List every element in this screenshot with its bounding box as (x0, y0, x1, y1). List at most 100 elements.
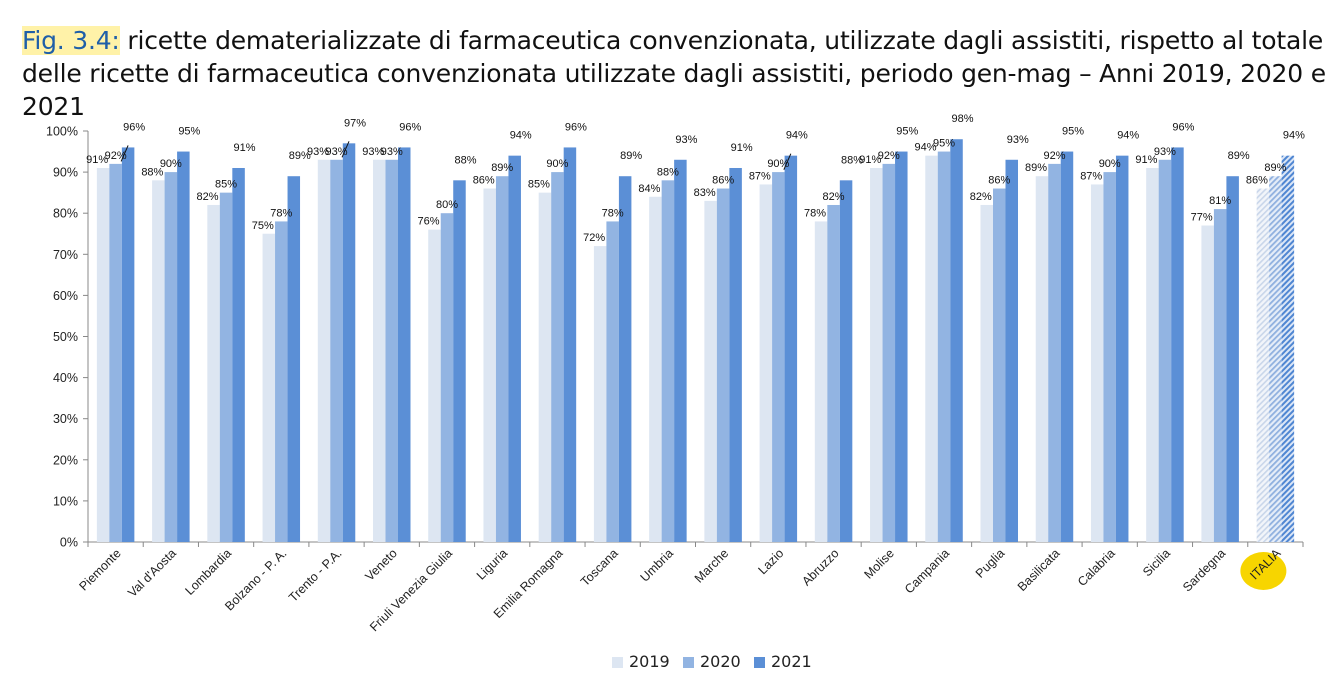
data-label-2020: 82% (823, 191, 845, 203)
data-label-2021: 91% (234, 142, 256, 154)
bar-2021 (1171, 147, 1184, 542)
data-label-2021: 96% (399, 121, 421, 133)
category-label: Sicilia (1140, 546, 1173, 579)
category-label: Umbria (638, 546, 676, 584)
bar-2021 (508, 155, 521, 542)
data-label-2019: 91% (86, 154, 108, 166)
bar-2021 (895, 151, 908, 543)
title-text: ricette dematerializzate di farmaceutica… (22, 26, 1326, 121)
bar-2020 (109, 163, 122, 542)
data-label-2021: 96% (123, 121, 145, 133)
bar-2020 (219, 192, 233, 542)
category-label: Abruzzo (799, 546, 841, 588)
bar-2020 (772, 172, 785, 542)
data-label-2021: 94% (1117, 130, 1139, 142)
data-label-2019: 84% (638, 183, 660, 195)
legend-label-2021: 2021 (771, 652, 812, 671)
data-label-2020: 90% (767, 158, 789, 170)
bar-2021 (177, 151, 190, 543)
bar-2021 (342, 143, 356, 542)
bar-2019 (96, 167, 110, 543)
bar-2020 (1213, 209, 1227, 542)
data-label-2021: 89% (620, 150, 642, 162)
chart-title: Fig. 3.4: ricette dematerializzate di fa… (22, 24, 1332, 123)
leader-line (783, 153, 792, 170)
bar-2021 (784, 155, 798, 542)
data-label-2019: 85% (528, 179, 550, 191)
bar-2021 (950, 139, 963, 542)
data-label-2021: 93% (675, 134, 697, 146)
data-label-2021: 96% (565, 121, 587, 133)
category-label: Toscana (578, 546, 621, 589)
bar-2020 (164, 172, 178, 542)
bar-2019 (317, 159, 331, 542)
y-tick-label: 100% (46, 125, 78, 139)
category-label: Calabria (1075, 546, 1118, 589)
category-label: Veneto (362, 546, 399, 583)
data-label-2020: 92% (1043, 150, 1065, 162)
data-label-2021: 91% (731, 142, 753, 154)
bar-2020 (661, 180, 675, 542)
data-label-2019: 88% (141, 166, 163, 178)
y-tick-label: 80% (53, 207, 78, 221)
legend-swatch-2019 (612, 657, 623, 668)
bar-2019 (980, 204, 993, 543)
legend-swatch-2020 (683, 657, 694, 668)
data-label-2020: 88% (657, 166, 679, 178)
data-label-2021: 89% (289, 150, 311, 162)
data-label-2019: 89% (1025, 162, 1047, 174)
data-label-2021: 94% (786, 130, 808, 142)
category-label: Molise (861, 546, 896, 581)
category-label: Sardegna (1180, 546, 1228, 594)
data-label-2019: 87% (1080, 170, 1102, 182)
bar-2021 (398, 147, 411, 542)
data-label-2020: 95% (933, 138, 955, 150)
bar-2019 (483, 188, 496, 543)
bar-2020 (993, 188, 1006, 543)
bar-2019 (814, 221, 828, 543)
bar-2020 (330, 159, 343, 542)
data-label-2021: 96% (1172, 121, 1194, 133)
data-label-2021: 88% (841, 154, 863, 166)
data-label-2019: 78% (804, 207, 826, 219)
y-tick-label: 60% (53, 289, 78, 303)
category-label: Val d'Aosta (125, 546, 179, 600)
bar-2021 (674, 159, 687, 542)
bar-2019 (1035, 176, 1049, 542)
data-label-2019: 82% (197, 191, 219, 203)
bar-2021 (1060, 151, 1074, 543)
data-label-2021: 94% (510, 130, 532, 142)
data-label-2020: 86% (712, 175, 734, 187)
bar-2019 (704, 200, 717, 542)
data-label-2020: 90% (1099, 158, 1121, 170)
legend-swatch-2021 (754, 657, 765, 668)
data-label-2021: 95% (1062, 126, 1084, 138)
category-label: Liguria (474, 546, 510, 582)
legend-label-2019: 2019 (629, 652, 670, 671)
bar-2020 (495, 176, 509, 542)
data-label-2020: 81% (1209, 195, 1231, 207)
bar-2019 (593, 246, 607, 542)
bar-2021 (121, 147, 135, 542)
category-label: Basilicata (1015, 546, 1063, 594)
data-label-2019: 72% (583, 232, 605, 244)
data-label-2020: 78% (602, 207, 624, 219)
data-label-2019: 83% (694, 187, 716, 199)
category-label: Trento - P.A. (286, 546, 345, 605)
data-label-2019: 93% (362, 146, 384, 158)
data-label-2021: 88% (454, 154, 476, 166)
leader-line (120, 145, 129, 162)
bar-2019 (759, 184, 773, 542)
bar-2020 (385, 159, 398, 542)
data-label-2019: 93% (307, 146, 329, 158)
bar-2021 (1226, 176, 1239, 542)
data-label-2019: 86% (1246, 175, 1268, 187)
category-label: Puglia (973, 546, 1008, 581)
bar-2021 (1281, 155, 1295, 542)
bar-2019 (1256, 188, 1270, 543)
y-tick-label: 50% (53, 330, 78, 344)
data-label-2019: 77% (1191, 212, 1213, 224)
bar-2021 (563, 147, 577, 542)
bar-2019 (870, 167, 883, 543)
